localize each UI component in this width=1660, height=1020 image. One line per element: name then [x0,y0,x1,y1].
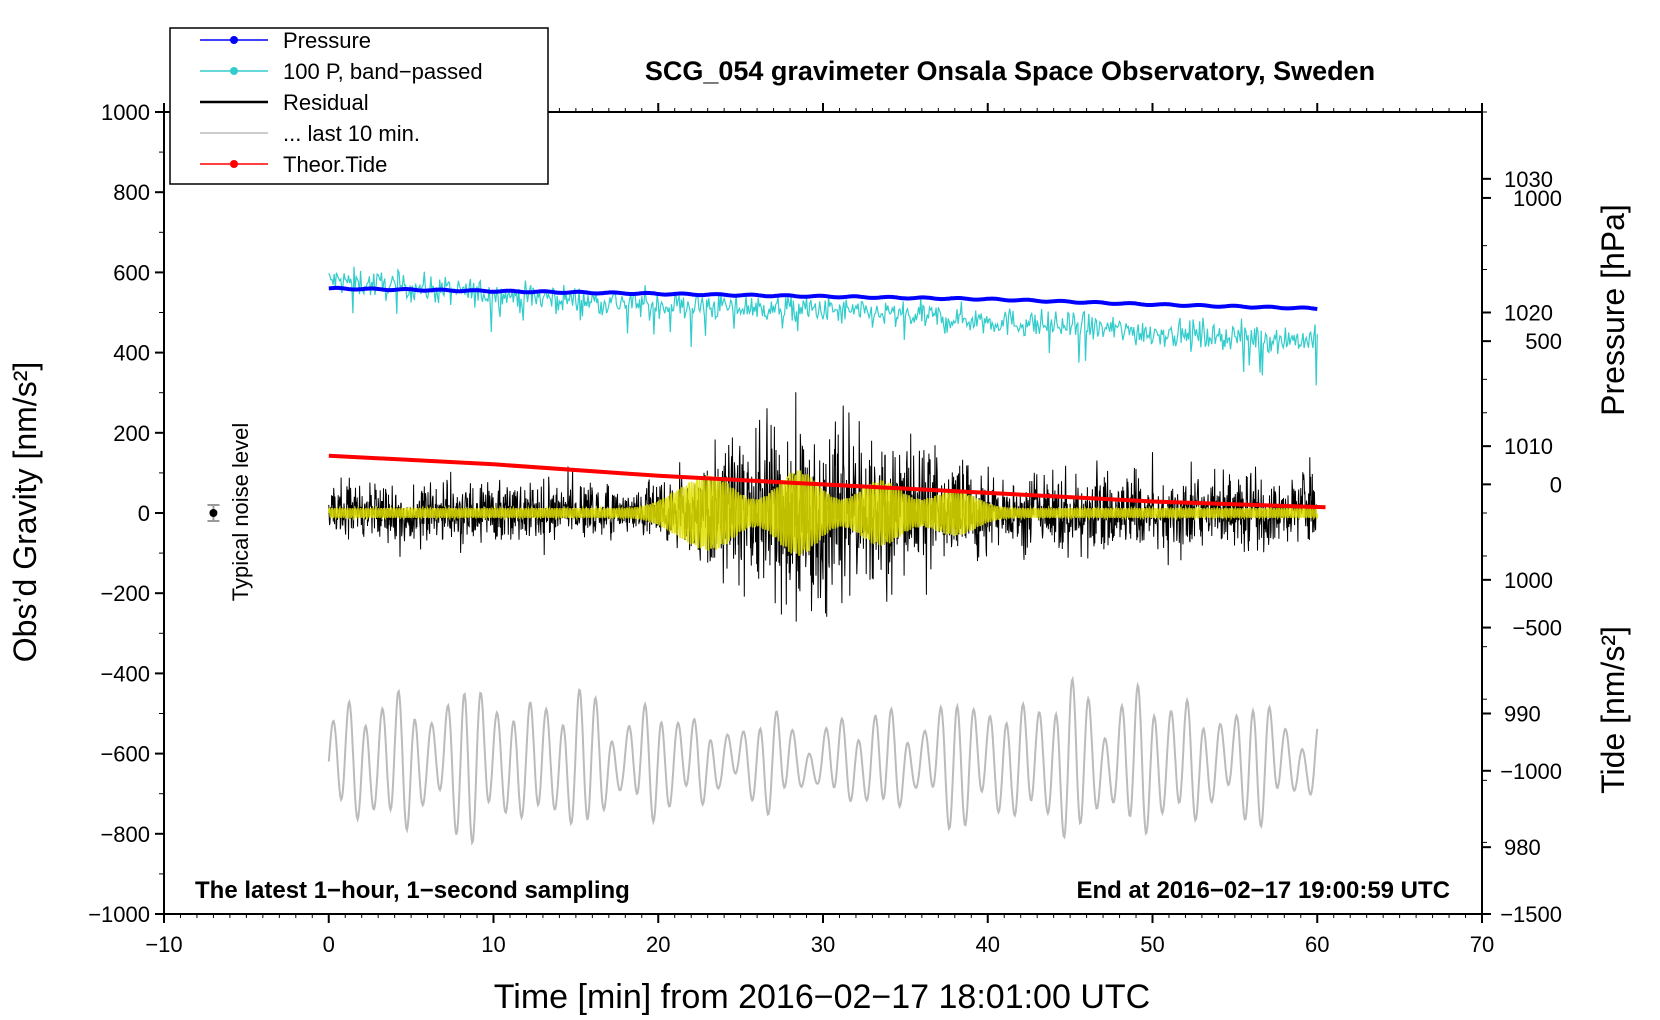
pressure-tick-label: 1010 [1504,434,1553,459]
y-axis-label-pressure: Pressure [hPa] [1595,204,1631,416]
legend-label: Residual [283,90,369,115]
pressure-tick-label: 1020 [1504,301,1553,326]
y-tick-label: 800 [113,180,150,205]
y-tick-label: −400 [100,661,150,686]
legend-box [169,27,549,185]
noise-label: Typical noise level [228,423,253,602]
y-axis-pressure: 1030 1020 1010 1000 990 980 [1482,111,1553,915]
pressure-layer [328,285,1318,311]
pressure-tick-label: 990 [1504,702,1541,727]
y-tick-label: 600 [113,260,150,285]
y-tick-label: 0 [138,501,150,526]
x-tick-label: 40 [976,932,1000,957]
y-tick-label: 400 [113,341,150,366]
series-tide-line [328,453,1326,510]
x-axis: −10 0 10 20 30 40 50 60 70 [145,103,1494,957]
y-tick-label: 200 [113,421,150,446]
series-pressure-line [328,285,1318,311]
series-last-10-min-line [327,675,1319,846]
tide-tick-label: −1000 [1500,759,1562,784]
x-tick-label: −10 [145,932,182,957]
y-axis-label-tide: Tide [nm/s²] [1595,626,1631,794]
filtered-residual-layer [327,470,1319,556]
legend-marker [230,160,238,168]
x-tick-label: 30 [811,932,835,957]
tide-tick-label: 1000 [1513,186,1562,211]
y-tick-label: 1000 [101,100,150,125]
legend-label: Theor.Tide [283,152,387,177]
legend: Pressure 100 P, band−passed Residual ... la… [169,27,549,185]
legend-label: ... last 10 min. [283,121,420,146]
tide-tick-label: −500 [1512,616,1562,641]
x-tick-label: 20 [646,932,670,957]
x-tick-label: 10 [481,932,505,957]
annotation-bottom-left: The latest 1−hour, 1−second sampling [195,877,630,904]
y-axis-tide: 1000 500 0 −500 −1000 −1500 [1482,186,1562,927]
legend-label: Pressure [283,28,371,53]
tide-tick-label: −1500 [1500,902,1562,927]
y-tick-label: −1000 [88,902,150,927]
y-tick-label: −200 [100,581,150,606]
x-tick-label: 60 [1305,932,1329,957]
annotation-bottom-right: End at 2016−02−17 19:00:59 UTC [1076,877,1450,904]
band-passed-pressure-layer [328,266,1318,386]
noise-indicator [207,503,220,523]
tide-layer [328,453,1326,510]
tide-tick-label: 500 [1525,329,1562,354]
tide-tick-label: 0 [1550,472,1562,497]
y-tick-label: −800 [100,822,150,847]
chart-title: SCG_054 gravimeter Onsala Space Observat… [645,56,1375,86]
legend-marker [230,67,238,75]
pressure-tick-label: 1000 [1504,568,1553,593]
series-filtered-residual-line [327,470,1319,556]
series-band-passed-line [328,266,1318,386]
noise-point [209,509,218,517]
x-tick-label: 0 [323,932,335,957]
pressure-tick-label: 980 [1504,835,1541,860]
y-axis-label-left: Obs’d Gravity [nm/s²] [7,362,43,663]
pressure-tick-label: 1030 [1504,167,1553,192]
legend-label: 100 P, band−passed [283,59,483,84]
y-axis-left: 1000 800 600 400 200 0 −200 −400 −600 −800 −1000 [88,100,164,927]
y-tick-label: −600 [100,742,150,767]
last-10-min-layer [327,675,1319,846]
x-tick-label: 50 [1140,932,1164,957]
x-tick-label: 70 [1470,932,1494,957]
x-axis-label: Time [min] from 2016−02−17 18:01:00 UTC [494,978,1150,1016]
legend-marker [230,36,238,44]
